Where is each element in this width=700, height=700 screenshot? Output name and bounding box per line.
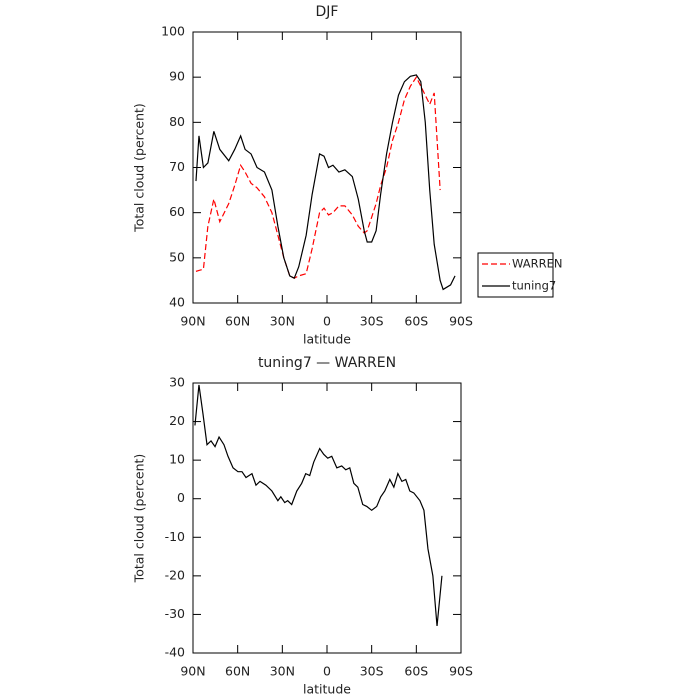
y-tick-label: 10 <box>169 452 185 467</box>
y-tick-label: -20 <box>165 567 185 582</box>
y-axis-label: Total cloud (percent) <box>132 103 147 233</box>
y-tick-label: -10 <box>165 529 185 544</box>
legend-label: tuning7 <box>512 279 556 293</box>
y-tick-label: -30 <box>165 606 185 621</box>
x-tick-label: 30S <box>360 664 384 679</box>
x-tick-label: 30N <box>270 664 295 679</box>
x-tick-label: 90N <box>180 314 205 329</box>
x-tick-label: 30S <box>360 314 384 329</box>
y-tick-label: 50 <box>169 249 185 264</box>
x-tick-label: 0 <box>323 664 331 679</box>
x-tick-label: 90N <box>180 664 205 679</box>
y-tick-label: 40 <box>169 295 185 310</box>
x-tick-label: 60S <box>404 314 428 329</box>
y-tick-label: 80 <box>169 114 185 129</box>
x-tick-label: 90S <box>449 314 473 329</box>
x-tick-label: 60N <box>225 314 250 329</box>
y-tick-label: 20 <box>169 413 185 428</box>
y-tick-label: 60 <box>169 204 185 219</box>
y-axis-label: Total cloud (percent) <box>132 454 147 584</box>
y-tick-label: 70 <box>169 159 185 174</box>
series-line <box>195 75 441 279</box>
legend-box <box>477 252 554 298</box>
series-line <box>195 74 456 291</box>
x-axis-label: latitude <box>303 332 351 347</box>
x-tick-label: 60S <box>404 664 428 679</box>
x-tick-label: 90S <box>449 664 473 679</box>
chart-title: DJF <box>316 4 339 20</box>
y-tick-label: 0 <box>177 490 185 505</box>
chart-title: tuning7 — WARREN <box>258 355 396 371</box>
x-tick-label: 60N <box>225 664 250 679</box>
series-line <box>194 384 443 627</box>
plot-frame <box>192 382 462 654</box>
x-axis-label: latitude <box>303 682 351 697</box>
x-tick-label: 0 <box>323 314 331 329</box>
x-tick-label: 30N <box>270 314 295 329</box>
y-tick-label: 100 <box>161 24 185 39</box>
plot-frame <box>192 31 462 304</box>
y-tick-label: 90 <box>169 69 185 84</box>
y-tick-label: -40 <box>165 645 185 660</box>
y-tick-label: 30 <box>169 375 185 390</box>
legend-label: WARREN <box>512 257 562 271</box>
